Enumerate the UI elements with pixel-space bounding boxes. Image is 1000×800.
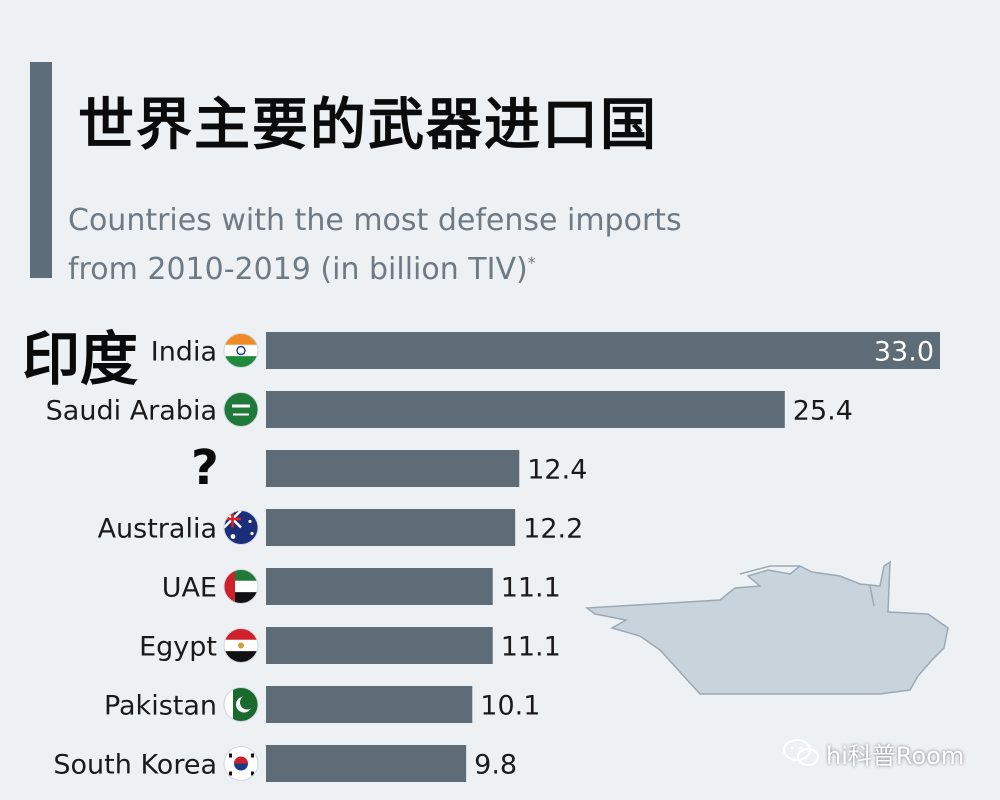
subtitle-line-1: Countries with the most defense imports [68,203,682,238]
country-label: South Korea [53,750,217,781]
bar [266,509,516,546]
value-label: 9.8 [474,750,517,781]
value-label: 11.1 [501,573,561,604]
subtitle-line-2: from 2010-2019 (in billion TIV)* [68,242,682,291]
mystery-country-label: ? [191,440,219,496]
pakistan-flag-icon [223,687,259,722]
bar [266,568,493,605]
subtitle-line-2-text: from 2010-2019 (in billion TIV) [68,252,528,287]
country-label: Saudi Arabia [46,396,217,427]
egypt-flag-icon [223,628,259,663]
bar [266,450,520,487]
country-label: Egypt [139,632,217,663]
value-label: 33.0 [874,337,934,368]
uae-flag-icon [223,569,259,604]
bar [266,391,785,428]
accent-bar [30,62,52,278]
australia-flag-icon [223,510,259,545]
bar [266,745,467,782]
value-label: 12.4 [527,455,587,486]
chart-subtitle: Countries with the most defense imports … [68,200,682,291]
country-label: UAE [162,573,217,604]
wechat-icon [783,739,819,766]
value-label: 25.4 [793,396,853,427]
bars-group: 33.0 India 25.4 Saudi Arabia 12.4 12.2 Austral… [46,332,940,782]
tank-silhouette [584,560,949,695]
value-label: 10.1 [480,691,540,722]
footnote-mark: * [527,253,536,272]
value-label: 12.2 [523,514,583,545]
bar [266,332,940,369]
value-label: 11.1 [501,632,561,663]
saudi-arabia-flag-icon [223,392,259,427]
india-flag-icon [223,333,259,368]
bar [266,686,473,723]
chart-title: 世界主要的武器进口国 [78,93,658,158]
country-label: Pakistan [104,691,217,722]
south-korea-flag-icon [223,746,259,781]
watermark-text: hi科普Room [826,742,965,770]
country-label: India [151,337,217,368]
country-label: Australia [98,514,217,545]
india-chinese-label: 印度 [22,325,139,393]
bar [266,627,493,664]
